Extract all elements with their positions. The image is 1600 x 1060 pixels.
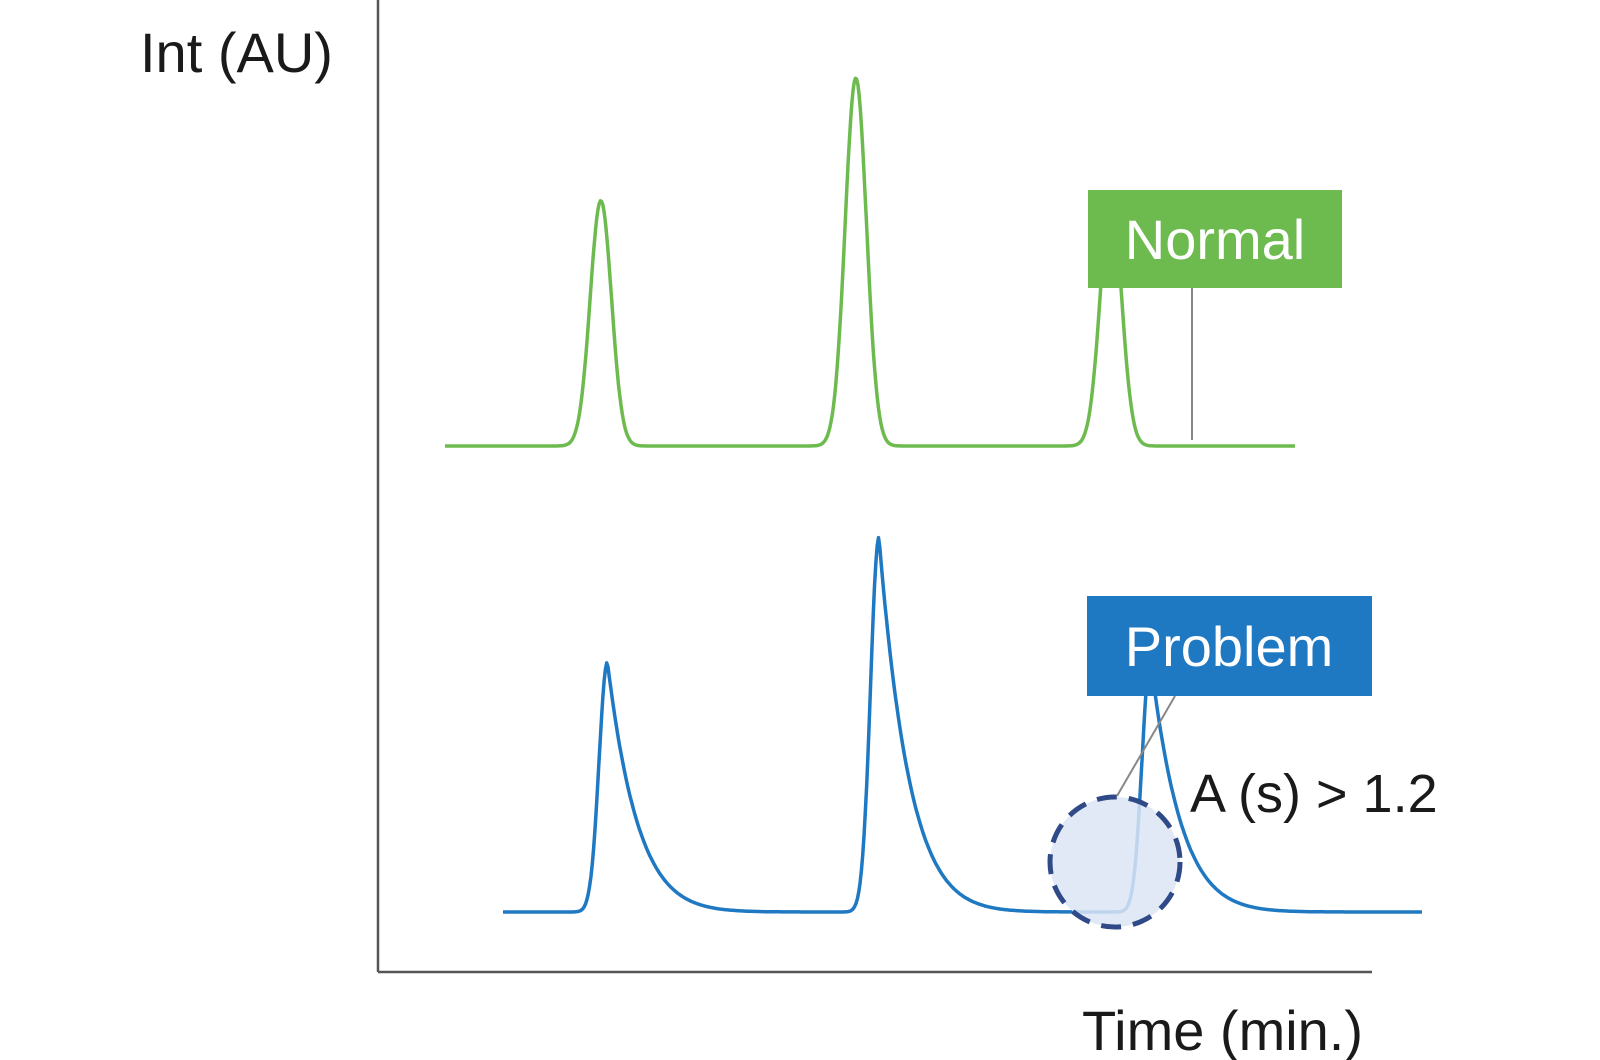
- tailing-highlight-circle: [1047, 794, 1183, 930]
- x-axis-label: Time (min.): [1082, 999, 1363, 1060]
- problem-tag-box: [1087, 596, 1372, 696]
- problem-leader-line: [1116, 695, 1176, 797]
- series-line-normal: [444, 76, 1296, 448]
- problem-tag-label: Problem: [1125, 615, 1334, 678]
- normal-tag-label: Normal: [1125, 208, 1305, 271]
- y-axis-label: Int (AU): [140, 21, 333, 84]
- series-line-problem: [502, 535, 1423, 914]
- asymmetry-annotation: A (s) > 1.2: [1190, 764, 1438, 824]
- normal-tag-box: [1088, 190, 1342, 288]
